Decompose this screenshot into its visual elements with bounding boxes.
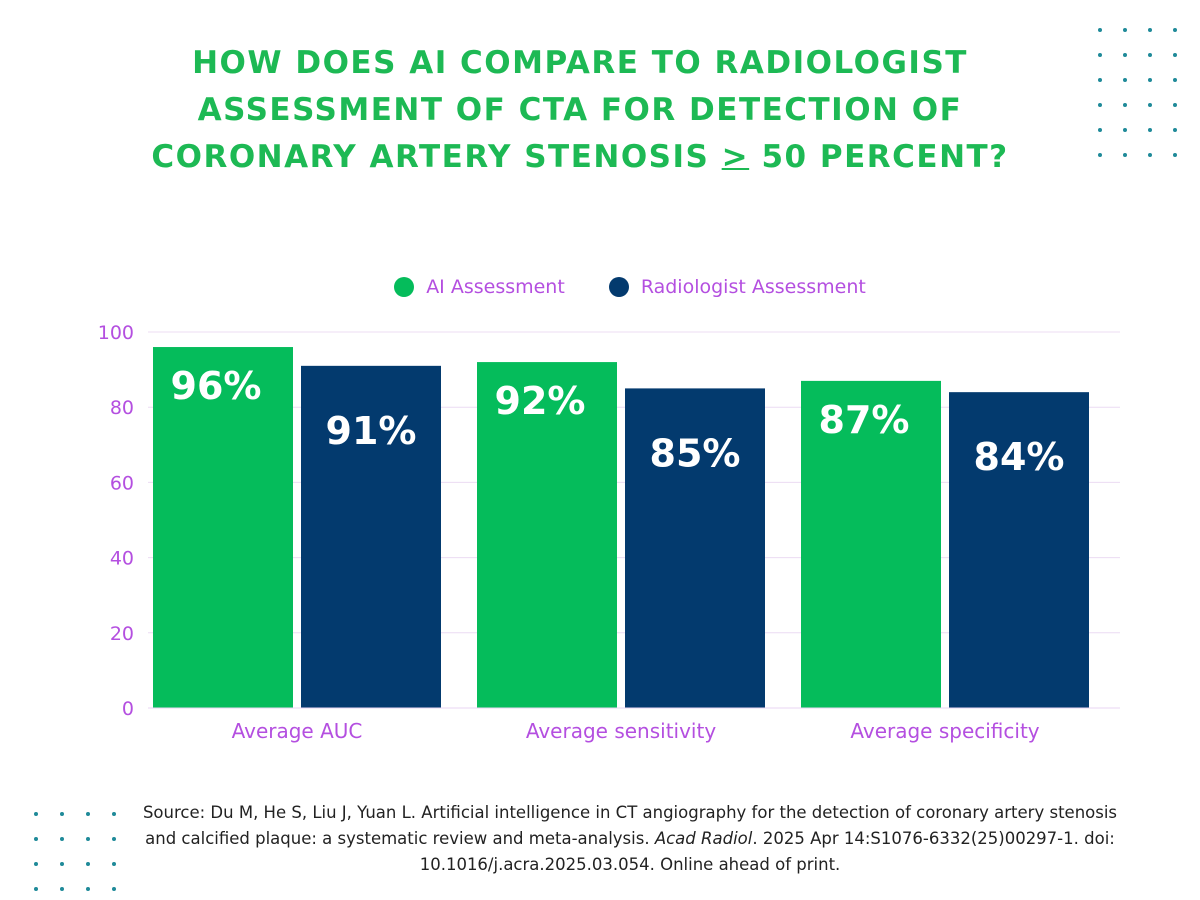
dot bbox=[34, 837, 38, 841]
source-suffix: . 2025 Apr 14:S1076-6332(25)00297-1. doi… bbox=[419, 829, 1115, 874]
legend-label-ai: AI Assessment bbox=[426, 276, 565, 298]
dot bbox=[112, 837, 116, 841]
dot bbox=[1148, 103, 1152, 107]
dot bbox=[1098, 103, 1102, 107]
x-tick-label: Average specificity bbox=[850, 719, 1039, 743]
y-tick-label: 60 bbox=[110, 472, 134, 494]
title-symbol: > bbox=[721, 139, 750, 175]
bar bbox=[153, 347, 293, 708]
dot bbox=[1123, 153, 1127, 157]
dot-grid-top-right bbox=[1098, 28, 1178, 158]
legend-swatch-radiologist bbox=[608, 277, 629, 297]
dot bbox=[1123, 28, 1127, 32]
data-label: 91% bbox=[326, 409, 417, 453]
bar bbox=[301, 365, 441, 708]
dot bbox=[1148, 128, 1152, 132]
dot bbox=[86, 887, 90, 891]
dot bbox=[60, 887, 64, 891]
title-text: HOW DOES AI COMPARE TO RADIOLOGIST ASSES… bbox=[151, 45, 968, 175]
x-tick-label: Average AUC bbox=[232, 719, 363, 743]
legend-swatch-ai bbox=[394, 277, 415, 297]
data-label: 92% bbox=[495, 379, 586, 423]
dot bbox=[1173, 103, 1177, 107]
bar bbox=[625, 388, 765, 708]
y-tick-label: 100 bbox=[98, 322, 134, 344]
dot bbox=[86, 837, 90, 841]
data-label: 85% bbox=[650, 431, 741, 475]
dot bbox=[1098, 78, 1102, 82]
chart-legend: AI Assessment Radiologist Assessment bbox=[0, 276, 1200, 298]
y-tick-label: 40 bbox=[110, 548, 134, 570]
dot bbox=[1148, 153, 1152, 157]
dot bbox=[60, 812, 64, 816]
source-citation: Source: Du M, He S, Liu J, Yuan L. Artif… bbox=[130, 800, 1130, 878]
dot bbox=[1173, 28, 1177, 32]
bar bbox=[801, 380, 941, 708]
dot bbox=[1123, 128, 1127, 132]
x-tick-label: Average sensitivity bbox=[526, 719, 716, 743]
dot bbox=[34, 862, 38, 866]
bar bbox=[949, 392, 1089, 708]
dot bbox=[1173, 128, 1177, 132]
dot bbox=[1098, 28, 1102, 32]
dot bbox=[1148, 28, 1152, 32]
dot bbox=[60, 837, 64, 841]
y-tick-label: 0 bbox=[122, 698, 134, 720]
dot bbox=[112, 812, 116, 816]
y-tick-label: 80 bbox=[110, 397, 134, 419]
dot bbox=[34, 812, 38, 816]
data-label: 84% bbox=[974, 435, 1065, 479]
dot bbox=[86, 862, 90, 866]
source-journal: Acad Radiol bbox=[654, 829, 753, 848]
dot bbox=[1148, 53, 1152, 57]
dot-grid-bottom-left bbox=[34, 812, 116, 892]
dot bbox=[112, 887, 116, 891]
data-label: 96% bbox=[171, 364, 262, 408]
chart-title: HOW DOES AI COMPARE TO RADIOLOGIST ASSES… bbox=[150, 40, 1010, 181]
legend-item-radiologist: Radiologist Assessment bbox=[608, 276, 866, 298]
dot bbox=[1123, 78, 1127, 82]
legend-label-radiologist: Radiologist Assessment bbox=[640, 276, 866, 298]
title-text-end: 50 PERCENT? bbox=[761, 139, 1009, 175]
legend-item-ai: AI Assessment bbox=[394, 276, 565, 298]
dot bbox=[1148, 78, 1152, 82]
source-prefix: Source: Du M, He S, Liu J, Yuan L. Artif… bbox=[142, 803, 1118, 848]
dot bbox=[60, 862, 64, 866]
dot bbox=[1098, 128, 1102, 132]
y-tick-label: 20 bbox=[110, 623, 134, 645]
bar bbox=[477, 362, 617, 708]
dot bbox=[112, 862, 116, 866]
dot bbox=[34, 887, 38, 891]
dot bbox=[1123, 53, 1127, 57]
dot bbox=[1123, 103, 1127, 107]
dot bbox=[1173, 53, 1177, 57]
dot bbox=[1173, 78, 1177, 82]
dot bbox=[1098, 153, 1102, 157]
dot bbox=[1098, 53, 1102, 57]
dot bbox=[86, 812, 90, 816]
data-label: 87% bbox=[819, 398, 910, 442]
dot bbox=[1173, 153, 1177, 157]
